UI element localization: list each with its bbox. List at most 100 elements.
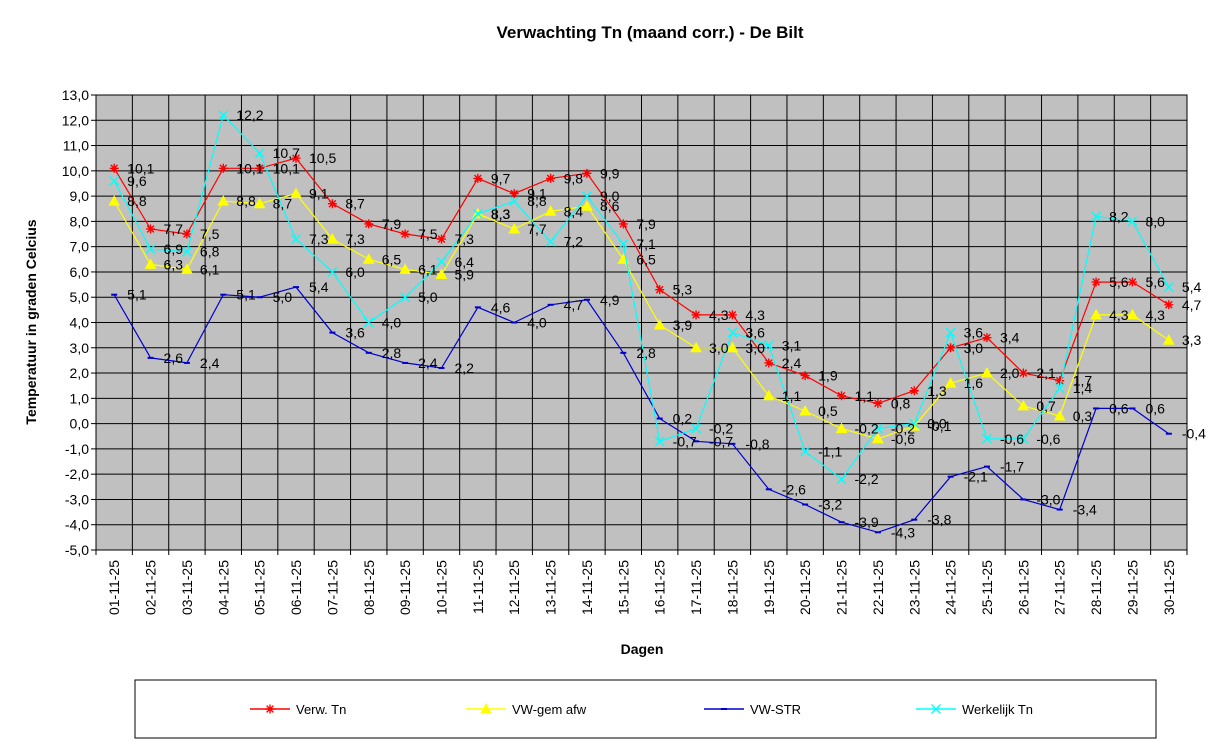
data-label: 0,7 <box>1036 398 1056 414</box>
data-label: 4,7 <box>564 297 584 313</box>
data-label: 8,4 <box>564 203 584 219</box>
data-point <box>582 168 592 178</box>
data-point <box>473 173 483 183</box>
data-label: 7,3 <box>454 231 474 247</box>
data-labels: 10,1 7,7 7,5 10,1 10,1 10,5 8,7 7,9 7,5 7,3 9,7 9,1… <box>127 107 1206 540</box>
x-tick-label: 23-11-25 <box>906 560 922 615</box>
legend-label: VW-STR <box>750 702 801 717</box>
data-point <box>1127 216 1138 227</box>
data-label: 10,1 <box>236 160 263 176</box>
data-point <box>400 229 410 239</box>
data-label: -3,8 <box>927 512 951 528</box>
series-line-1 <box>113 192 1170 440</box>
x-tick-label: 27-11-25 <box>1052 560 1068 615</box>
data-label: 8,8 <box>236 193 256 209</box>
x-tick-label: 02-11-25 <box>143 560 159 615</box>
data-point <box>546 173 556 183</box>
data-label: -0,4 <box>1182 426 1206 442</box>
x-tick-label: 22-11-25 <box>870 560 886 615</box>
data-label: 9,8 <box>564 170 584 186</box>
legend: Verw. Tn VW-gem afw VW-STR Werkelijk Tn <box>250 702 1033 717</box>
data-label: 1,9 <box>818 368 838 384</box>
data-point <box>764 358 774 368</box>
data-point <box>945 327 956 338</box>
data-label: 1,6 <box>964 375 984 391</box>
data-label: 5,0 <box>418 289 438 305</box>
series-group <box>108 110 1175 534</box>
data-point <box>436 234 446 244</box>
data-point <box>981 433 992 444</box>
data-point <box>544 205 557 216</box>
data-point <box>800 371 810 381</box>
legend-marker <box>931 704 941 714</box>
data-point <box>362 253 375 264</box>
data-label: 8,0 <box>1145 213 1165 229</box>
y-tick-label: 11,0 <box>63 138 89 154</box>
y-tick-label: 12,0 <box>62 112 89 128</box>
data-point <box>727 310 737 320</box>
x-tick-label: 13-11-25 <box>543 560 559 615</box>
data-point <box>327 199 337 209</box>
data-label: -0,6 <box>891 431 915 447</box>
y-tick-label: -3,0 <box>65 491 89 507</box>
data-label: 0,8 <box>891 395 911 411</box>
data-label: 3,6 <box>745 325 765 341</box>
data-point <box>1018 433 1029 444</box>
data-label: 10,1 <box>127 160 154 176</box>
data-label: 4,3 <box>709 307 729 323</box>
series-line-0 <box>113 157 1170 405</box>
x-tick-label: 01-11-25 <box>106 560 122 615</box>
legend-label: VW-gem afw <box>512 702 587 717</box>
data-label: 2,0 <box>1000 365 1020 381</box>
data-point <box>290 187 302 199</box>
data-label: 3,3 <box>1182 332 1202 348</box>
data-point <box>146 224 156 234</box>
y-tick-label: -1,0 <box>65 441 89 457</box>
data-point <box>1090 308 1102 320</box>
data-point <box>364 219 374 229</box>
data-label: 4,0 <box>527 315 547 331</box>
data-point <box>1055 376 1065 386</box>
data-point <box>545 236 556 247</box>
data-point <box>436 256 447 267</box>
x-tick-label: 30-11-25 <box>1161 560 1177 615</box>
data-label: 2,4 <box>418 355 438 371</box>
data-label: 9,6 <box>127 173 147 189</box>
data-label: 6,5 <box>382 251 402 267</box>
legend-label: Verw. Tn <box>296 702 346 717</box>
data-label: 2,4 <box>200 355 220 371</box>
data-label: -0,2 <box>709 421 733 437</box>
data-label: -1,1 <box>818 443 842 459</box>
data-label: 5,6 <box>1145 274 1165 290</box>
x-tick-label: 29-11-25 <box>1124 560 1140 615</box>
data-point <box>108 195 121 206</box>
data-label: -3,9 <box>855 514 879 530</box>
data-label: -0,2 <box>855 421 879 437</box>
data-point <box>435 268 448 279</box>
data-point <box>944 377 957 388</box>
data-point <box>981 367 993 378</box>
data-point <box>472 208 483 219</box>
y-tick-label: -2,0 <box>65 466 89 482</box>
data-label: 2,8 <box>382 345 402 361</box>
data-label: 9,9 <box>600 165 620 181</box>
legend-label: Werkelijk Tn <box>962 702 1033 717</box>
data-label: 6,1 <box>418 261 438 277</box>
data-label: 5,4 <box>1182 279 1202 295</box>
data-point <box>1053 409 1066 421</box>
data-label: 12,2 <box>236 107 263 123</box>
y-axis-title: Temperatuur in graden Celcius <box>23 219 39 424</box>
x-tick-label: 19-11-25 <box>761 560 777 615</box>
data-point <box>653 318 666 330</box>
data-label: 3,0 <box>964 340 984 356</box>
data-label: 8,6 <box>600 198 620 214</box>
data-label: 5,0 <box>273 289 293 305</box>
x-tick-label: 16-11-25 <box>652 560 668 615</box>
data-point <box>254 148 265 159</box>
data-point <box>509 196 520 207</box>
data-point <box>1018 368 1028 378</box>
x-tick-label: 24-11-25 <box>943 560 959 615</box>
data-point <box>181 263 193 274</box>
data-label: -2,1 <box>964 469 988 485</box>
